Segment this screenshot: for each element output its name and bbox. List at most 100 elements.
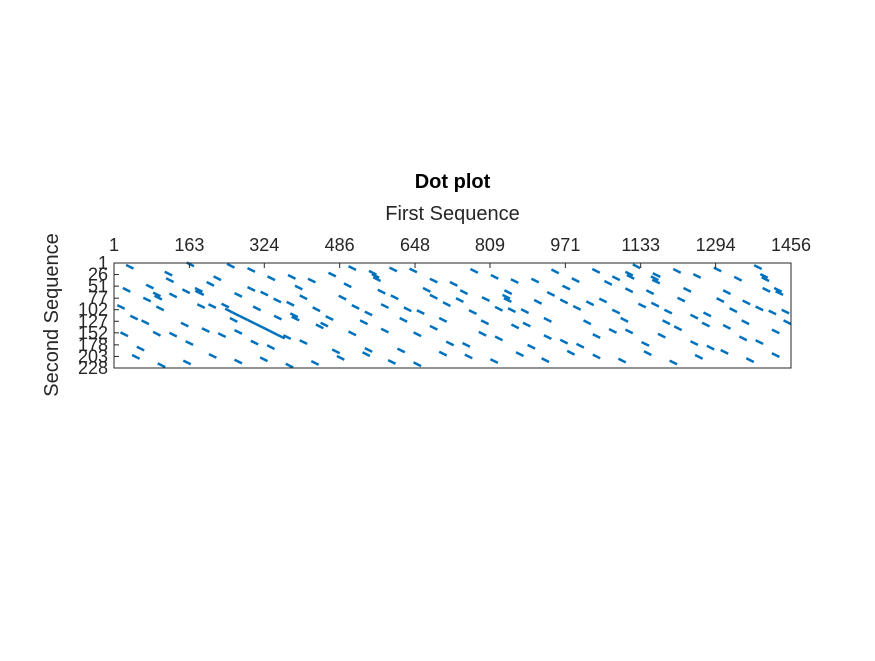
match-segment — [429, 277, 438, 284]
x-axis-ticks: 1 163 324 486 648 809 971 1133 1294 1456 — [109, 235, 811, 268]
match-segment — [261, 326, 271, 333]
match-segment — [122, 286, 131, 293]
match-segment — [598, 297, 608, 304]
match-segment — [286, 300, 295, 307]
match-segment — [768, 309, 777, 316]
match-segment — [541, 357, 550, 364]
match-segment — [546, 290, 556, 297]
match-segment — [689, 340, 699, 347]
match-segment — [403, 306, 412, 313]
match-segment — [706, 344, 715, 351]
match-segment — [325, 315, 334, 322]
match-segment — [372, 276, 382, 283]
match-segment — [246, 318, 256, 325]
match-segment — [720, 348, 729, 355]
match-segment — [689, 313, 699, 320]
match-segment — [359, 319, 369, 326]
match-segment — [320, 321, 329, 328]
match-segment — [663, 308, 673, 315]
match-segment — [371, 272, 380, 279]
match-segment — [142, 296, 152, 303]
match-segment — [226, 262, 236, 269]
match-segment — [331, 348, 341, 355]
match-segment — [494, 305, 504, 312]
match-segment — [164, 270, 173, 277]
match-segment — [626, 273, 635, 280]
match-segment — [515, 351, 525, 358]
match-segment — [461, 341, 471, 348]
match-segment — [449, 280, 458, 287]
match-segment — [246, 266, 256, 273]
match-segment — [745, 357, 755, 364]
match-segment — [507, 307, 517, 314]
match-segment — [387, 358, 397, 365]
match-segment — [217, 332, 227, 339]
match-segment — [289, 312, 299, 319]
match-segment — [559, 298, 569, 305]
match-segment — [152, 330, 162, 337]
x-tick-label: 163 — [174, 235, 204, 255]
match-segment — [145, 283, 155, 290]
match-segment — [510, 323, 520, 330]
match-segment — [694, 353, 704, 360]
match-segment — [368, 269, 377, 276]
match-segment — [543, 316, 552, 323]
match-segment — [603, 279, 613, 286]
match-segment — [220, 302, 230, 309]
match-segment — [775, 290, 784, 297]
match-segment — [520, 308, 530, 315]
match-segment — [592, 333, 601, 340]
match-segment — [299, 339, 308, 346]
match-segment — [559, 338, 569, 345]
match-segment — [351, 303, 360, 310]
match-segment — [239, 315, 249, 322]
match-segment — [771, 328, 780, 335]
x-tick-label: 1456 — [771, 235, 811, 255]
match-segment — [388, 266, 398, 273]
match-segment — [620, 316, 629, 323]
match-segment — [254, 322, 263, 329]
match-segment — [206, 280, 215, 287]
match-segment — [299, 294, 308, 301]
match-segment — [380, 327, 390, 334]
match-segment — [464, 353, 473, 360]
match-segment — [196, 303, 206, 310]
match-segment — [232, 311, 241, 318]
match-segment — [761, 276, 770, 283]
match-segment — [722, 323, 732, 330]
match-segment — [652, 272, 661, 279]
x-tick-label: 1 — [109, 235, 119, 255]
match-segment — [676, 296, 686, 303]
x-axis-label: First Sequence — [385, 203, 520, 225]
match-segment — [291, 315, 300, 322]
match-segment — [347, 330, 357, 337]
y-tick-label: 102 — [78, 300, 108, 320]
match-segment — [399, 316, 408, 323]
match-segment — [566, 349, 576, 356]
match-segment — [771, 352, 780, 359]
match-segment — [510, 278, 519, 285]
match-segment — [572, 304, 582, 311]
x-tick-label: 1294 — [696, 235, 736, 255]
match-segment — [224, 307, 234, 314]
match-segment — [310, 359, 320, 366]
match-segment — [312, 306, 321, 313]
match-segment — [208, 352, 217, 359]
match-segment — [489, 358, 499, 365]
match-segment — [582, 319, 592, 326]
match-segment — [185, 340, 194, 347]
match-segments — [116, 261, 792, 369]
match-segment — [229, 316, 238, 323]
match-segment — [233, 291, 243, 298]
match-segment — [527, 343, 536, 350]
match-segment — [762, 286, 771, 293]
y-tick-label: 152 — [78, 323, 108, 343]
match-segment — [455, 297, 464, 304]
match-segment — [422, 286, 431, 293]
match-segment — [252, 305, 262, 312]
match-segment — [125, 263, 135, 270]
y-tick-label: 26 — [88, 265, 108, 285]
match-segment — [575, 342, 585, 349]
y-tick-label: 127 — [78, 311, 108, 331]
match-segment — [692, 272, 702, 279]
